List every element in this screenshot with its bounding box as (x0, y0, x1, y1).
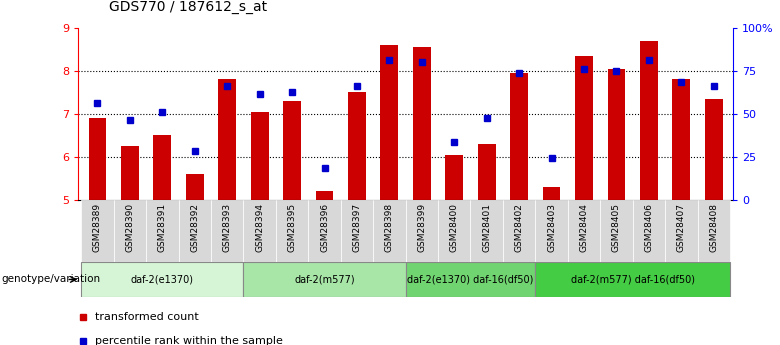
Bar (114, 200, 146, 262)
Bar (373, 200, 406, 262)
Text: GSM28405: GSM28405 (612, 203, 621, 252)
Bar (154, 136, 172, 200)
Text: GSM28404: GSM28404 (580, 203, 588, 252)
Text: transformed count: transformed count (95, 312, 199, 322)
Text: genotype/variation: genotype/variation (2, 275, 101, 284)
Bar (568, 200, 601, 262)
Bar (406, 200, 438, 262)
Bar (438, 200, 470, 262)
Text: GSM28400: GSM28400 (450, 203, 459, 252)
Text: GSM28391: GSM28391 (158, 203, 167, 252)
Bar (535, 262, 730, 297)
Bar (89, 118, 106, 200)
Bar (543, 187, 561, 200)
Text: percentile rank within the sample: percentile rank within the sample (95, 336, 283, 345)
Bar (640, 41, 658, 200)
Bar (243, 262, 406, 297)
Text: GSM28402: GSM28402 (515, 203, 523, 252)
Text: GSM28407: GSM28407 (677, 203, 686, 252)
Text: daf-2(m577): daf-2(m577) (294, 275, 355, 284)
Bar (316, 191, 333, 200)
Text: GSM28395: GSM28395 (288, 203, 296, 252)
Text: GSM28392: GSM28392 (190, 203, 199, 252)
Bar (348, 92, 366, 200)
Bar (341, 200, 373, 262)
Text: GSM28408: GSM28408 (709, 203, 718, 252)
Bar (633, 200, 665, 262)
Text: GSM28397: GSM28397 (353, 203, 361, 252)
Bar (478, 144, 495, 200)
Bar (672, 79, 690, 200)
Bar (608, 69, 626, 200)
Bar (406, 262, 535, 297)
Bar (470, 200, 503, 262)
Bar (81, 200, 114, 262)
Bar (697, 200, 730, 262)
Bar (575, 56, 593, 200)
Bar (81, 262, 243, 297)
Bar (283, 101, 301, 200)
Text: GSM28394: GSM28394 (255, 203, 264, 252)
Text: GSM28396: GSM28396 (320, 203, 329, 252)
Bar (276, 200, 308, 262)
Bar (503, 200, 535, 262)
Text: GSM28403: GSM28403 (547, 203, 556, 252)
Text: GSM28406: GSM28406 (644, 203, 654, 252)
Text: GSM28399: GSM28399 (417, 203, 427, 252)
Bar (705, 99, 722, 200)
Text: GSM28390: GSM28390 (126, 203, 134, 252)
Bar (665, 200, 697, 262)
Text: GSM28398: GSM28398 (385, 203, 394, 252)
Bar (250, 112, 268, 200)
Bar (445, 155, 463, 200)
Text: GSM28401: GSM28401 (482, 203, 491, 252)
Bar (121, 146, 139, 200)
Bar (146, 200, 179, 262)
Bar (211, 200, 243, 262)
Bar (179, 200, 211, 262)
Bar (218, 79, 236, 200)
Text: GDS770 / 187612_s_at: GDS770 / 187612_s_at (109, 0, 268, 14)
Bar (413, 47, 431, 200)
Text: daf-2(e1370): daf-2(e1370) (131, 275, 194, 284)
Bar (601, 200, 633, 262)
Text: daf-2(e1370) daf-16(df50): daf-2(e1370) daf-16(df50) (407, 275, 534, 284)
Text: GSM28389: GSM28389 (93, 203, 102, 252)
Text: daf-2(m577) daf-16(df50): daf-2(m577) daf-16(df50) (571, 275, 695, 284)
Bar (243, 200, 276, 262)
Bar (308, 200, 341, 262)
Bar (535, 200, 568, 262)
Text: GSM28393: GSM28393 (223, 203, 232, 252)
Bar (186, 174, 204, 200)
Bar (381, 45, 399, 200)
Bar (510, 73, 528, 200)
